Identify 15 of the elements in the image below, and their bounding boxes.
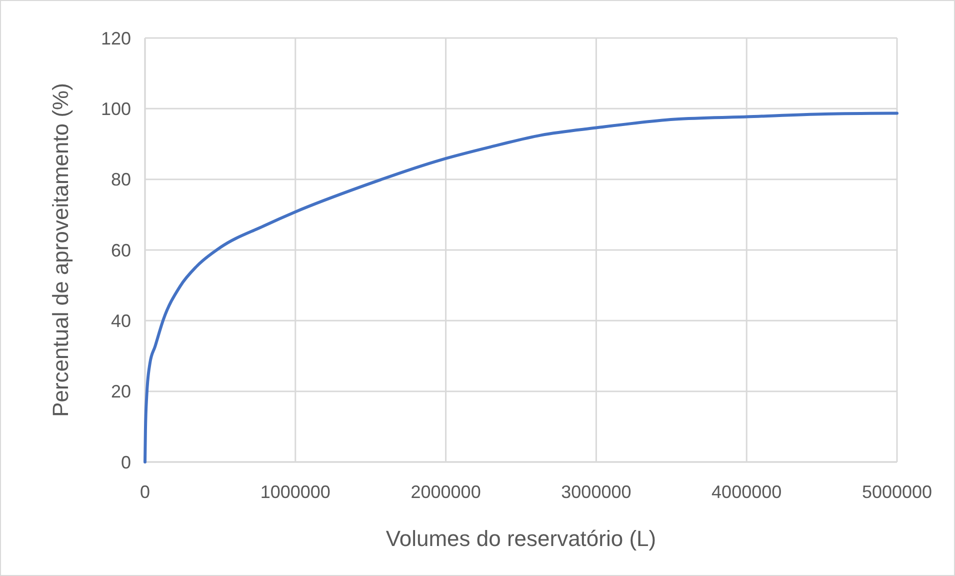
y-tick-label: 100 — [100, 98, 131, 119]
x-tick-label: 4000000 — [712, 482, 782, 502]
x-tick-label: 2000000 — [410, 482, 481, 502]
y-tick-label: 60 — [110, 240, 131, 260]
x-tick-label: 3000000 — [561, 482, 632, 502]
y-tick-label: 40 — [110, 310, 131, 331]
x-tick-label: 5000000 — [862, 482, 932, 502]
x-tick-label: 0 — [140, 482, 150, 502]
y-tick-label: 80 — [110, 170, 131, 190]
y-axis-title: Percentual de aproveitamento (%) — [48, 83, 73, 417]
y-tick-label: 20 — [110, 382, 131, 402]
y-tick-label: 0 — [120, 452, 131, 472]
y-tick-label: 120 — [100, 28, 131, 48]
x-axis-title: Volumes do reservatório (L) — [386, 526, 656, 551]
x-tick-label: 1000000 — [260, 482, 330, 502]
